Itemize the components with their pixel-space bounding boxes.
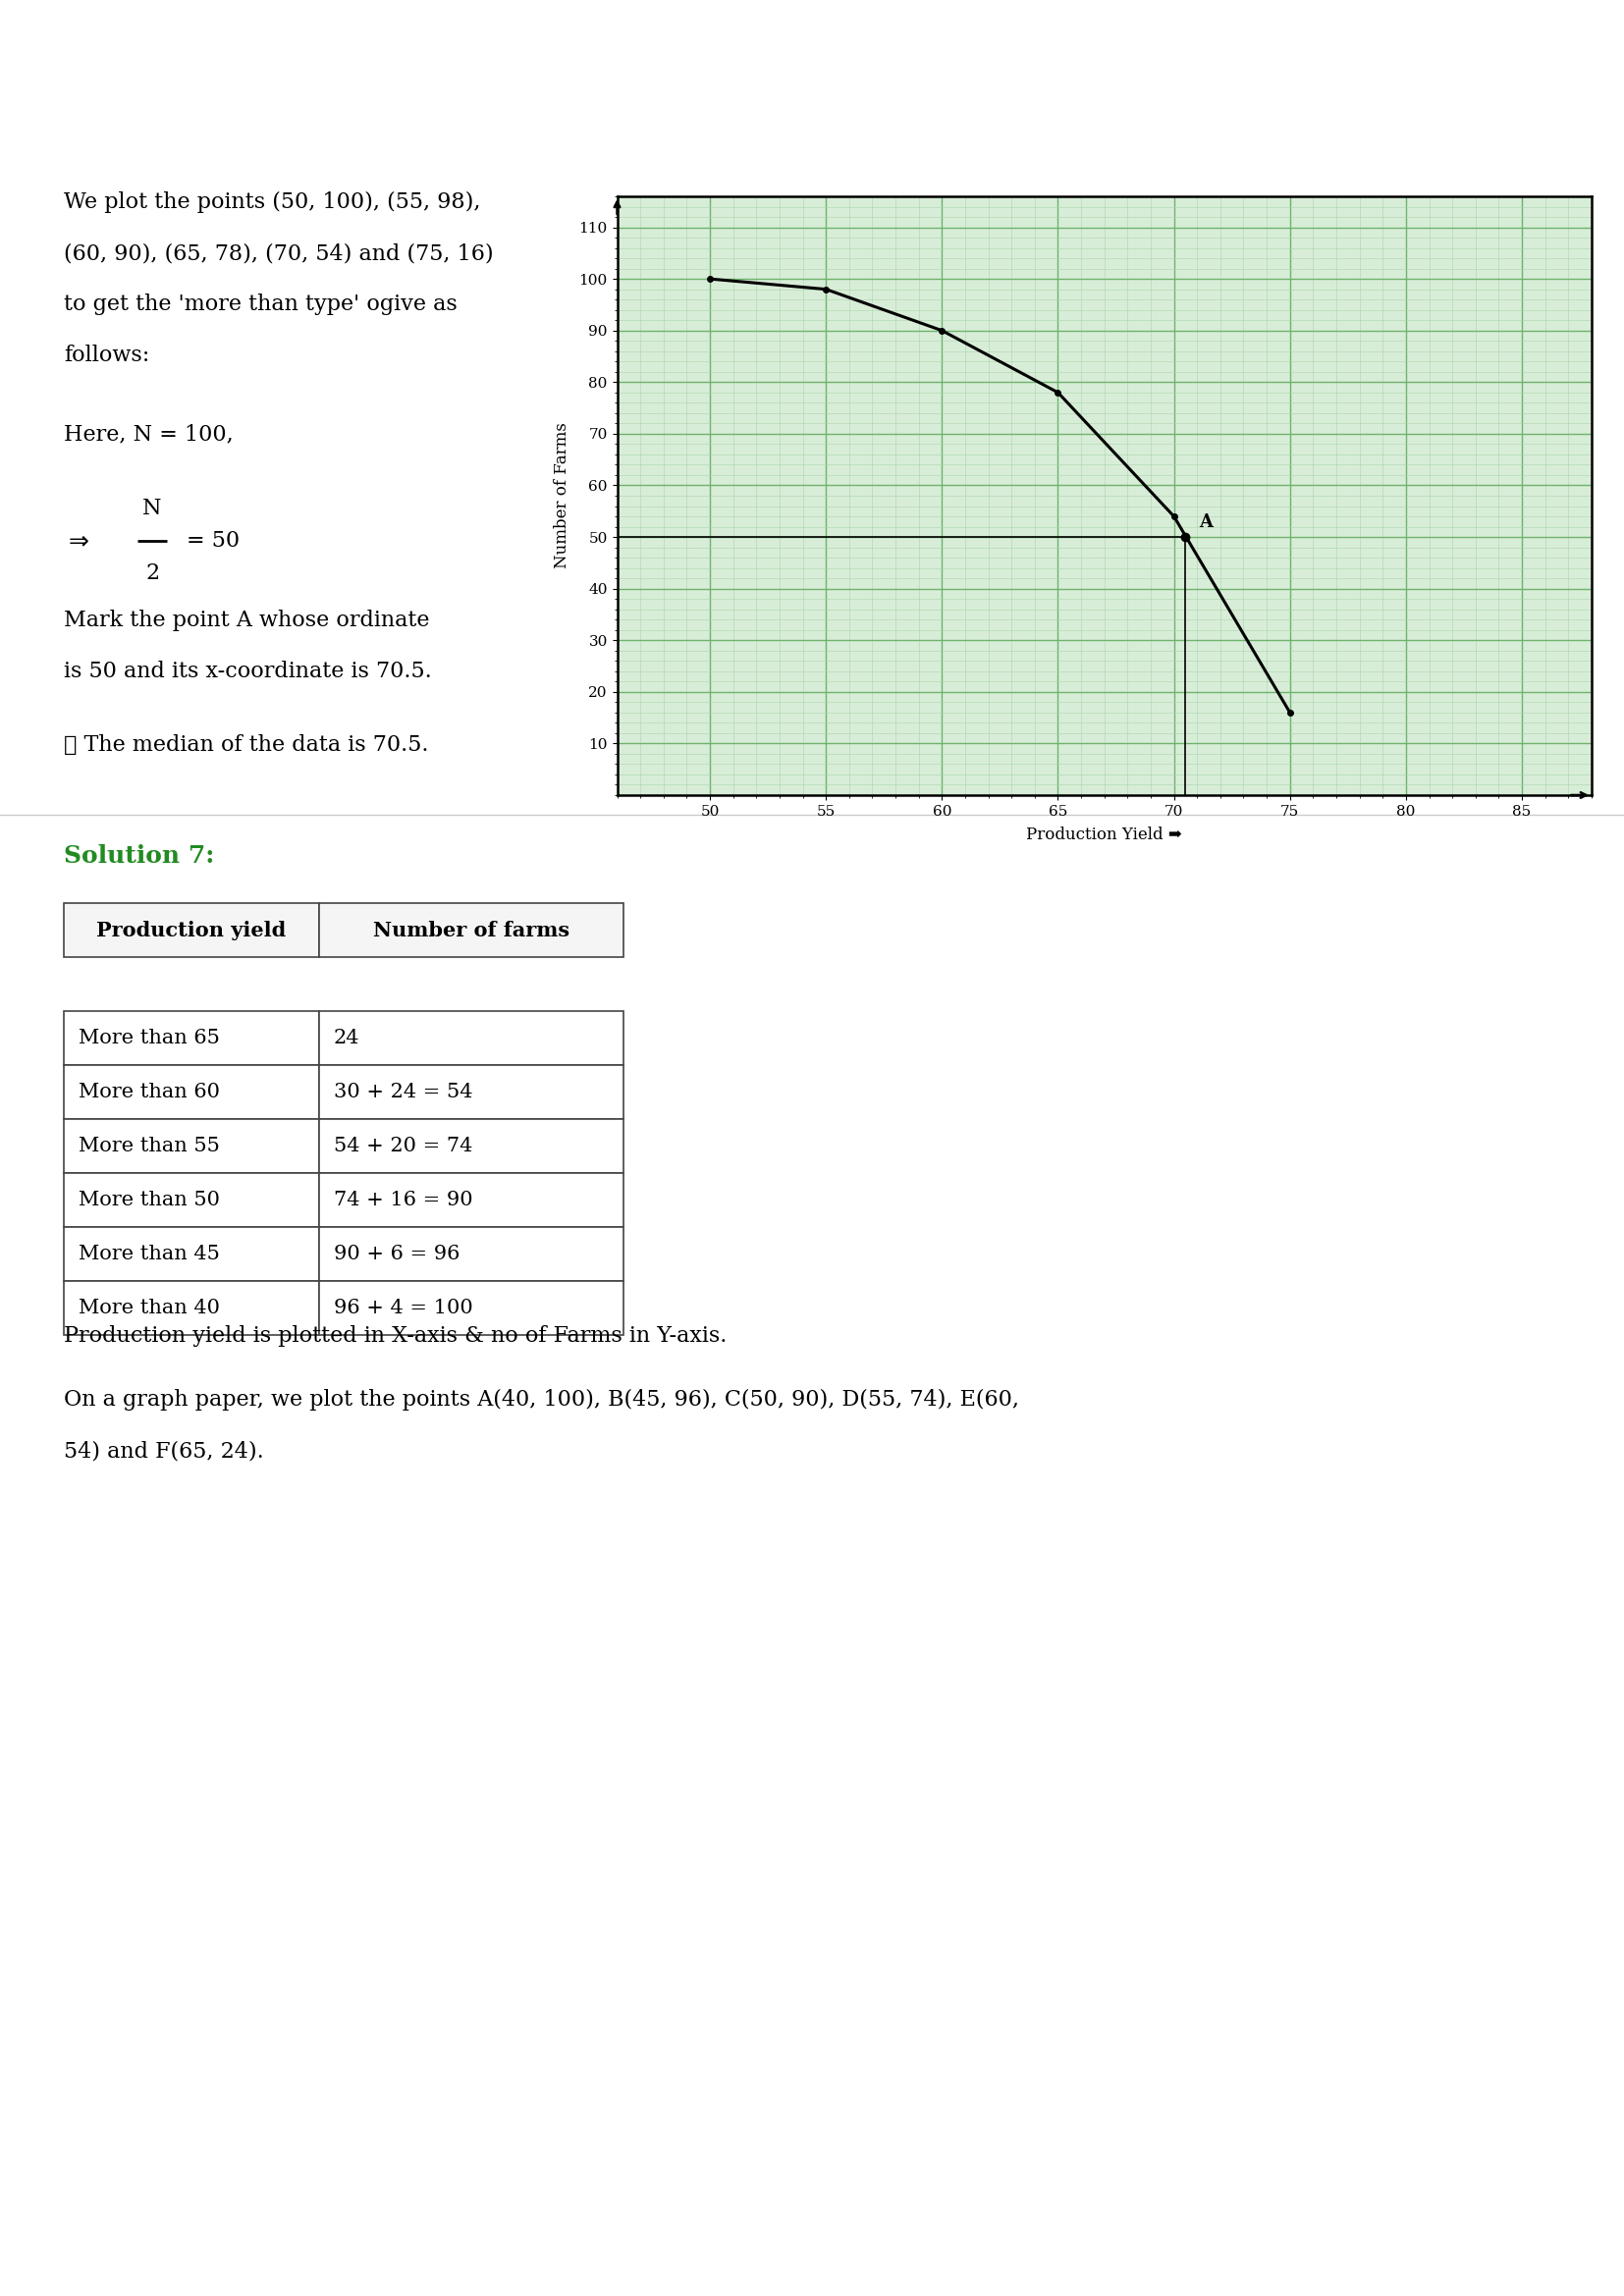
- Text: ∴ The median of the data is 70.5.: ∴ The median of the data is 70.5.: [63, 735, 429, 755]
- FancyBboxPatch shape: [63, 1226, 318, 1281]
- FancyBboxPatch shape: [63, 1065, 318, 1118]
- Text: 96 + 4 = 100: 96 + 4 = 100: [335, 1300, 473, 1318]
- FancyBboxPatch shape: [318, 1065, 624, 1118]
- Text: ⇒: ⇒: [68, 528, 89, 553]
- Text: to get the 'more than type' ogive as: to get the 'more than type' ogive as: [63, 294, 458, 315]
- Text: Study: Study: [63, 55, 99, 64]
- Text: follows:: follows:: [63, 344, 149, 365]
- Text: Mark the point A whose ordinate: Mark the point A whose ordinate: [63, 608, 430, 631]
- FancyBboxPatch shape: [63, 902, 318, 957]
- Text: Here, N = 100,: Here, N = 100,: [63, 422, 234, 445]
- Text: (60, 90), (65, 78), (70, 54) and (75, 16): (60, 90), (65, 78), (70, 54) and (75, 16…: [63, 243, 494, 264]
- FancyBboxPatch shape: [63, 1173, 318, 1226]
- Text: 74 + 16 = 90: 74 + 16 = 90: [335, 1192, 473, 1210]
- FancyBboxPatch shape: [63, 1010, 318, 1065]
- Text: Production yield is plotted in X-axis & no of Farms in Y-axis.: Production yield is plotted in X-axis & …: [63, 1325, 728, 1348]
- FancyBboxPatch shape: [318, 902, 624, 957]
- FancyBboxPatch shape: [63, 1118, 318, 1173]
- Text: Production yield: Production yield: [96, 921, 286, 939]
- FancyBboxPatch shape: [318, 1281, 624, 1334]
- FancyBboxPatch shape: [318, 1173, 624, 1226]
- Text: More than 40: More than 40: [78, 1300, 219, 1318]
- Text: 90 + 6 = 96: 90 + 6 = 96: [335, 1244, 460, 1263]
- Text: = 50: = 50: [187, 530, 240, 551]
- Text: N: N: [143, 498, 162, 519]
- Text: RS Aggarwal Solutions: RS Aggarwal Solutions: [672, 64, 952, 87]
- Text: A: A: [1200, 512, 1213, 530]
- Text: More than 50: More than 50: [78, 1192, 219, 1210]
- Text: 30 + 24 = 54: 30 + 24 = 54: [335, 1084, 473, 1102]
- Text: 2: 2: [145, 563, 159, 583]
- Text: is 50 and its x-coordinate is 70.5.: is 50 and its x-coordinate is 70.5.: [63, 661, 432, 682]
- Text: More than 60: More than 60: [78, 1084, 219, 1102]
- FancyBboxPatch shape: [318, 1010, 624, 1065]
- FancyBboxPatch shape: [318, 1226, 624, 1281]
- Text: Class - 10: Class - 10: [752, 21, 872, 41]
- X-axis label: Production Yield ➡: Production Yield ➡: [1026, 827, 1182, 843]
- Text: We plot the points (50, 100), (55, 98),: We plot the points (50, 100), (55, 98),: [63, 191, 481, 214]
- Text: Path: Path: [67, 92, 96, 103]
- FancyBboxPatch shape: [63, 1281, 318, 1334]
- Text: Number of farms: Number of farms: [374, 921, 570, 939]
- Text: More than 45: More than 45: [78, 1244, 219, 1263]
- Text: Chapter 18: Mean, Median, Mode of Grouped Data, CF Graph & Ogive: Chapter 18: Mean, Median, Mode of Groupe…: [466, 119, 1158, 138]
- Text: 24: 24: [335, 1029, 361, 1047]
- FancyBboxPatch shape: [318, 1118, 624, 1173]
- Text: More than 65: More than 65: [78, 1029, 219, 1047]
- Text: 54 + 20 = 74: 54 + 20 = 74: [335, 1137, 473, 1155]
- Text: 54) and F(65, 24).: 54) and F(65, 24).: [63, 1440, 263, 1463]
- Text: On a graph paper, we plot the points A(40, 100), B(45, 96), C(50, 90), D(55, 74): On a graph paper, we plot the points A(4…: [63, 1389, 1020, 1410]
- Text: More than 55: More than 55: [78, 1137, 219, 1155]
- Y-axis label: Number of Farms: Number of Farms: [554, 422, 570, 569]
- Text: Solution 7:: Solution 7:: [63, 845, 214, 868]
- Text: Page 6 of 11: Page 6 of 11: [745, 2248, 879, 2266]
